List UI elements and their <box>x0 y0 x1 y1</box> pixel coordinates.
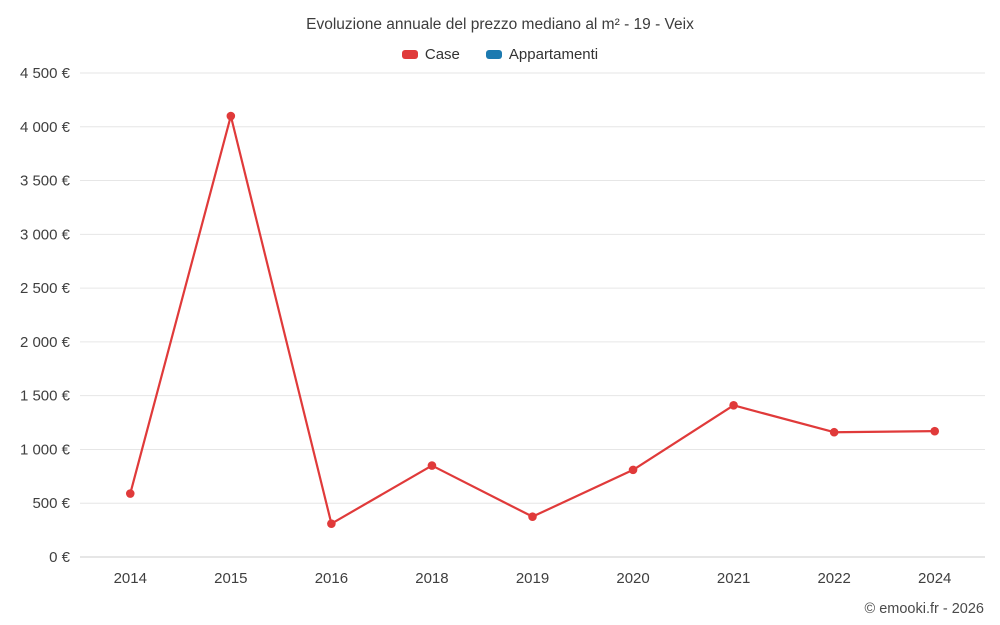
data-point <box>930 426 940 436</box>
data-point <box>226 111 236 121</box>
y-tick-label: 500 € <box>32 495 70 512</box>
x-tick-label: 2022 <box>817 570 850 587</box>
legend-swatch-case <box>401 50 418 59</box>
y-tick-label: 4 500 € <box>20 65 71 82</box>
legend-swatch-appartamenti <box>485 50 502 59</box>
data-point <box>829 427 839 437</box>
chart-title: Evoluzione annuale del prezzo mediano al… <box>306 16 694 33</box>
legend-label-appartamenti: Appartamenti <box>508 46 599 63</box>
x-tick-label: 2014 <box>114 570 147 587</box>
data-point <box>327 519 336 528</box>
legend-item-appartamenti[interactable]: Appartamenti <box>485 46 599 63</box>
y-tick-label: 3 000 € <box>20 226 71 243</box>
y-tick-label: 1 000 € <box>20 441 71 458</box>
legend-label-case: Case <box>424 46 460 63</box>
x-tick-label: 2024 <box>918 570 951 587</box>
x-tick-label: 2020 <box>616 570 649 587</box>
watermark: © emooki.fr - 2026 <box>864 601 984 617</box>
legend-item-case[interactable]: Case <box>401 46 460 63</box>
x-tick-label: 2015 <box>214 570 247 587</box>
data-point <box>528 512 537 521</box>
series-line <box>129 114 935 525</box>
y-tick-label: 2 000 € <box>20 334 71 351</box>
data-point <box>729 401 738 410</box>
data-point <box>125 489 135 498</box>
y-tick-label: 4 000 € <box>20 119 71 136</box>
y-tick-label: 0 € <box>49 549 71 566</box>
x-tick-label: 2016 <box>315 570 348 587</box>
x-tick-label: 2018 <box>415 570 448 587</box>
x-tick-label: 2021 <box>717 570 750 587</box>
y-tick-label: 2 500 € <box>20 280 71 297</box>
data-point <box>427 461 437 470</box>
data-point <box>628 465 638 475</box>
x-tick-label: 2019 <box>516 570 549 587</box>
y-tick-label: 1 500 € <box>20 388 71 405</box>
y-tick-label: 3 500 € <box>20 173 71 190</box>
chart-legend: Case Appartamenti <box>0 46 1000 63</box>
